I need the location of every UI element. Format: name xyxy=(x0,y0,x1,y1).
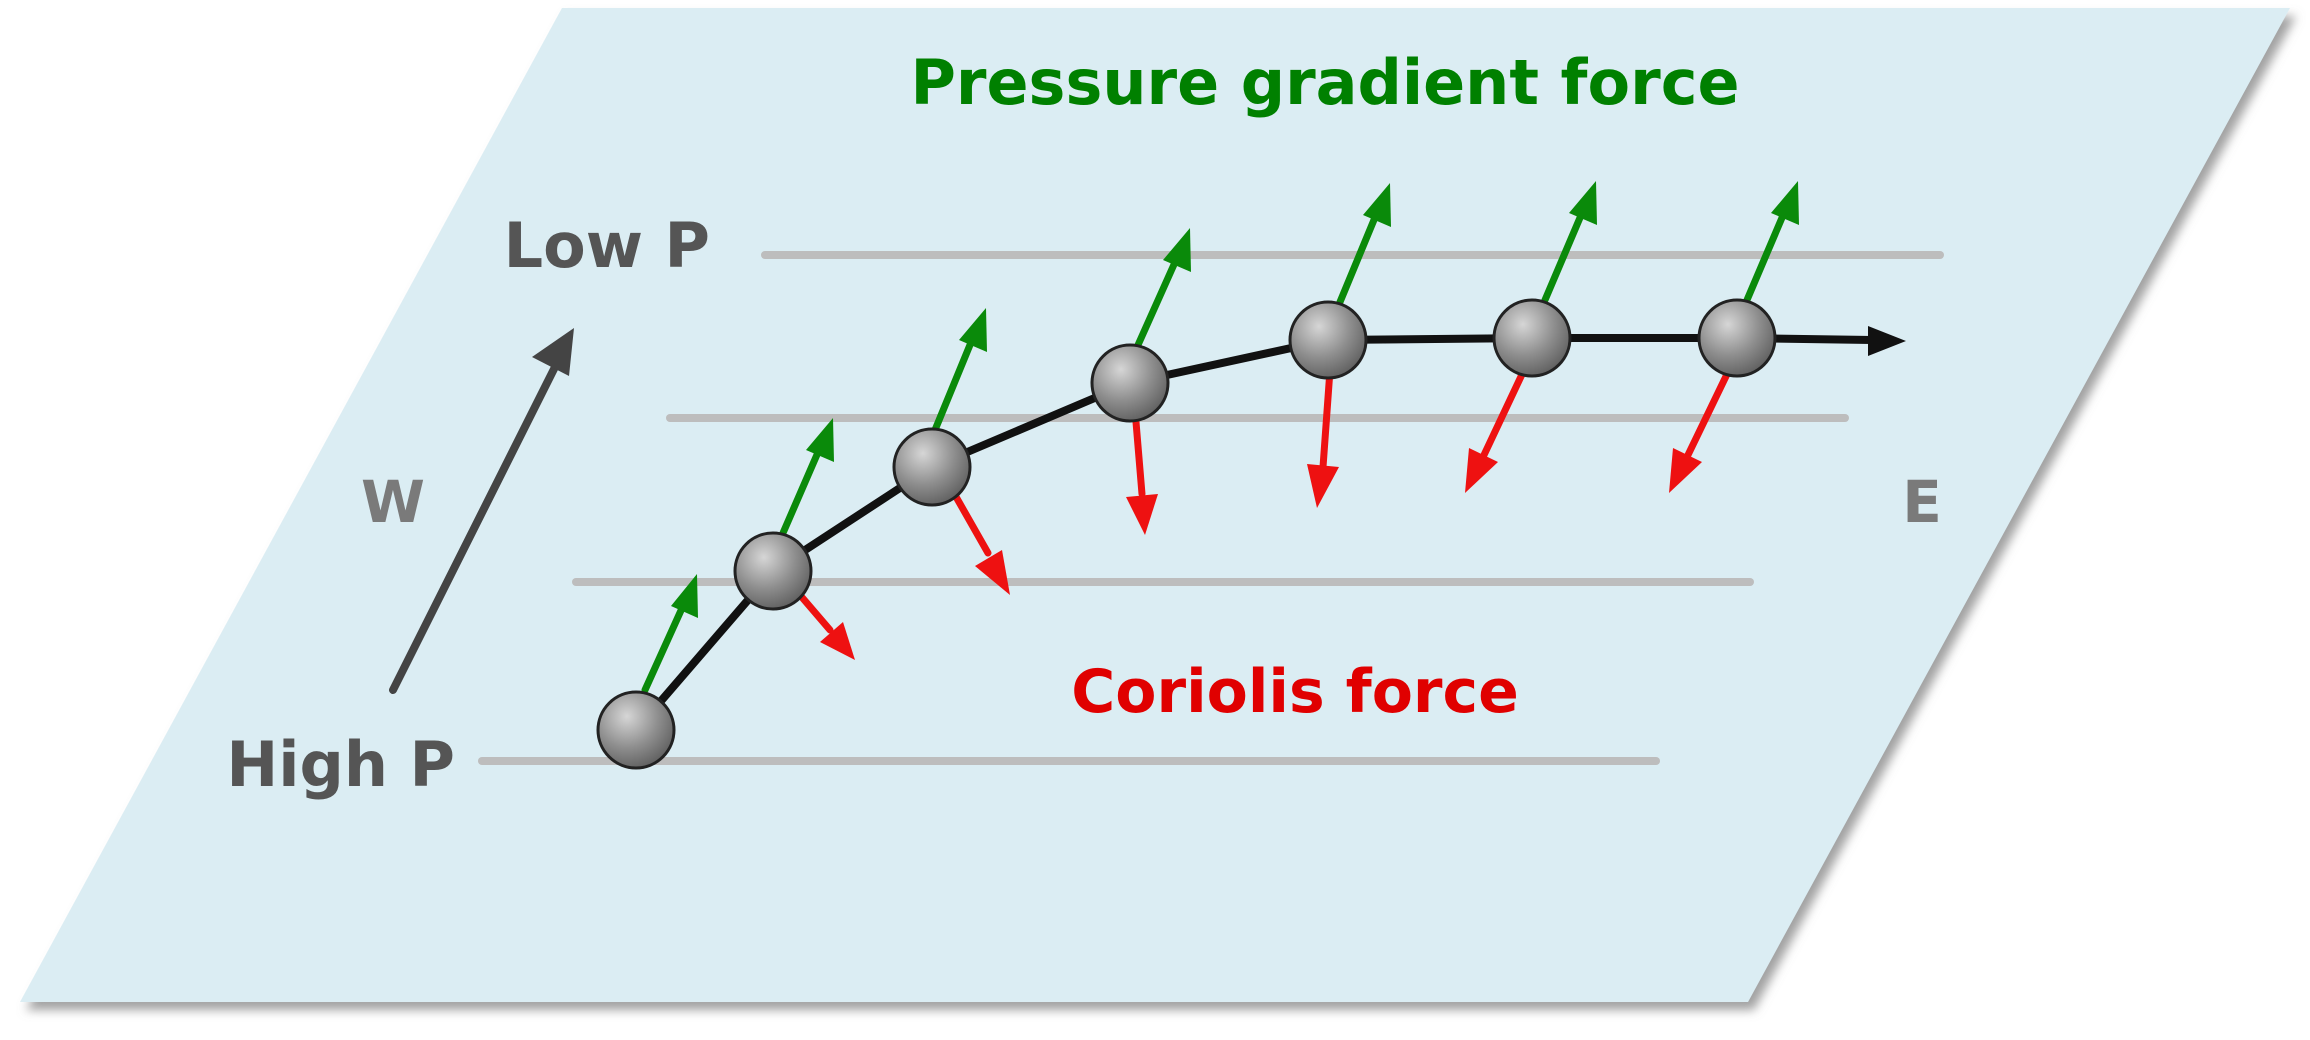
pgf-arrow xyxy=(931,308,987,434)
coriolis-arrow xyxy=(1669,364,1734,493)
west-label: W xyxy=(361,468,425,536)
pressure-gradient-arrows xyxy=(641,181,1799,694)
pgf-arrow xyxy=(641,574,698,694)
coriolis-arrows xyxy=(796,364,1734,660)
arrow-up-right-icon xyxy=(532,328,574,376)
pgf-arrow xyxy=(1134,228,1191,349)
coriolis-arrow xyxy=(1126,406,1158,535)
air-parcel-sphere xyxy=(596,690,676,770)
high-pressure-label: High P xyxy=(226,728,455,801)
air-parcel-sphere xyxy=(1697,298,1777,378)
pressure-gradient-force-label: Pressure gradient force xyxy=(910,46,1739,119)
coriolis-arrow xyxy=(1465,364,1529,493)
east-label: E xyxy=(1902,468,1942,536)
air-parcel-sphere xyxy=(733,531,813,611)
pgf-arrow xyxy=(1743,181,1799,304)
coriolis-arrow xyxy=(1307,366,1339,508)
coriolis-arrow xyxy=(796,591,855,660)
pgf-arrow xyxy=(779,418,834,537)
air-parcel-sphere xyxy=(1492,298,1572,378)
direction-arrow xyxy=(389,328,574,694)
coriolis-force-label: Coriolis force xyxy=(1071,657,1519,727)
air-parcel-sphere xyxy=(1090,343,1170,423)
air-parcel-sphere xyxy=(892,427,972,507)
coriolis-arrow xyxy=(951,491,1010,595)
air-parcels xyxy=(596,298,1777,770)
pgf-arrow xyxy=(1541,181,1597,304)
low-pressure-label: Low P xyxy=(504,209,710,282)
pgf-arrow xyxy=(1336,183,1391,306)
arrowhead-right-icon xyxy=(1868,326,1906,356)
air-parcel-sphere xyxy=(1288,300,1368,380)
